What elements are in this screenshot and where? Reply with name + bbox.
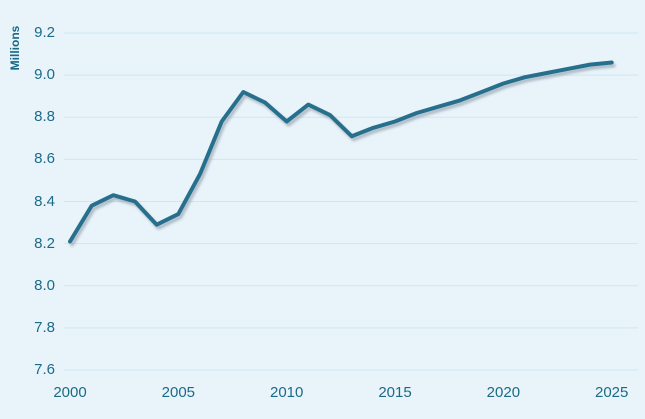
y-tick-label: 8.0	[34, 276, 55, 294]
y-tick-label: 8.2	[34, 234, 55, 252]
y-tick-label: 7.8	[34, 318, 55, 336]
y-tick-label: 7.6	[34, 361, 55, 378]
x-tick-label: 2025	[595, 384, 629, 401]
x-tick-label: 2020	[486, 384, 521, 401]
data-line	[68, 60, 614, 244]
y-tick-label: 8.8	[34, 108, 55, 126]
x-tick-label: 2015	[378, 384, 412, 401]
y-tick-label: 8.6	[34, 150, 55, 168]
y-tick-label: 9.2	[34, 24, 55, 41]
x-tick-label: 2010	[269, 384, 304, 401]
x-tick-label: 2000	[53, 384, 87, 401]
gridlines	[64, 32, 638, 371]
x-tick-label: 2005	[161, 384, 196, 401]
data-series	[68, 60, 614, 244]
y-tick-label: 9.0	[34, 66, 55, 84]
y-tick-label: 8.4	[34, 192, 55, 210]
